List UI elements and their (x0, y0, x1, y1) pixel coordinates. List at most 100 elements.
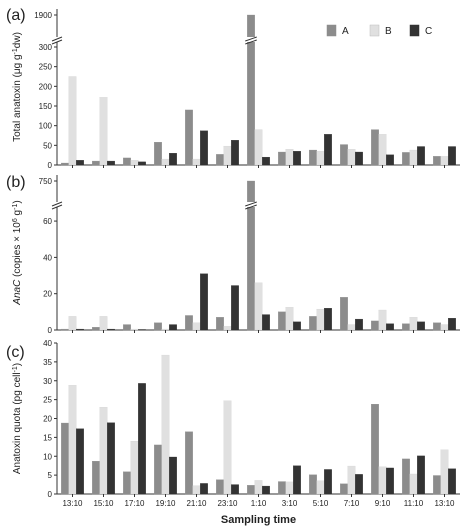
bar-B-0 (68, 316, 77, 331)
x-tick-label: 11:10 (404, 499, 424, 508)
bar-B-7 (285, 307, 294, 331)
panel-label: (c) (6, 344, 25, 361)
bar-B-8 (316, 480, 325, 495)
panel-label: (b) (6, 174, 26, 191)
bar-A-9 (340, 483, 348, 495)
bar-C-9 (355, 151, 363, 166)
bar-A-11 (402, 152, 410, 166)
bar-A-12 (433, 156, 441, 166)
bar-C-5 (231, 484, 239, 495)
bar-A-0 (61, 422, 69, 495)
bar-B-4 (192, 485, 201, 495)
bar-C-3 (169, 456, 177, 495)
bar-B-10 (378, 309, 387, 331)
bar-C-11 (417, 146, 425, 166)
bar-C-8 (324, 134, 332, 166)
y-tick-label: 25 (43, 396, 52, 405)
bar-A-12 (433, 475, 441, 495)
bar-A-8 (309, 316, 317, 331)
x-tick-label: 5:10 (313, 499, 329, 508)
bar-B-5 (223, 326, 232, 331)
bar-C-3 (169, 153, 177, 166)
bar-C-7 (293, 151, 301, 166)
bar-C-11 (417, 455, 425, 495)
legend-label-A: A (342, 26, 349, 37)
y-tick-label: 50 (43, 141, 52, 150)
bar-C-4 (200, 273, 208, 331)
y-tick-label: 100 (39, 122, 53, 131)
y-tick-label: 60 (43, 217, 52, 226)
bar-C-4 (200, 130, 208, 166)
bar-B-1 (99, 97, 108, 166)
y-axis-label: Total anatoxin (μg g-1dw) (12, 32, 24, 142)
bar-B-9 (347, 465, 356, 495)
y-label-sup: -1 (12, 48, 19, 54)
bar-B-2 (130, 440, 139, 495)
bar-B-11 (409, 317, 418, 331)
bar-B-4 (192, 158, 201, 166)
y-tick-label: 40 (43, 253, 52, 262)
y-label-text: dw) (12, 32, 23, 48)
x-tick-label: 9:10 (375, 499, 391, 508)
x-tick-label: 15:10 (93, 499, 114, 508)
bar-C-2 (138, 383, 146, 495)
legend-swatch-B (369, 24, 380, 37)
bar-B-1 (99, 407, 108, 495)
y-label-text: g (12, 210, 23, 218)
y-tick-label-high: 750 (39, 177, 53, 186)
panel-label: (a) (6, 7, 26, 24)
bar-A-7 (278, 151, 286, 166)
x-tick-label: 1:10 (251, 499, 267, 508)
bar-B-6 (254, 480, 263, 495)
x-tick-label: 13:10 (62, 499, 83, 508)
bar-C-12 (448, 146, 456, 166)
legend-label-B: B (385, 26, 392, 37)
bar-B-8 (316, 308, 325, 331)
bar-break-mark (245, 201, 257, 207)
bar-A-9 (340, 297, 348, 331)
bar-A-5 (216, 479, 224, 495)
bar-C-6 (262, 485, 270, 495)
y-tick-label: 0 (48, 161, 53, 170)
x-tick-label: 17:10 (124, 499, 145, 508)
bar-C-12 (448, 318, 456, 331)
bar-A-10 (371, 129, 379, 166)
bar-B-0 (68, 76, 77, 166)
bar-B-5 (223, 400, 232, 495)
bar-A-10 (371, 320, 379, 331)
bar-A-3 (154, 322, 162, 331)
bar-C-1 (107, 422, 115, 495)
bar-A-11 (402, 323, 410, 331)
bar-A-6 (247, 180, 255, 331)
bar-B-3 (161, 328, 170, 331)
legend-swatch-C (409, 24, 420, 37)
x-tick-label: 23:10 (217, 499, 238, 508)
bar-B-11 (409, 149, 418, 166)
y-label-sup: -1 (12, 366, 19, 372)
y-label-text: Total anatoxin (μg g (12, 54, 23, 141)
bar-A-4 (185, 315, 193, 331)
bar-C-0 (76, 428, 84, 495)
y-label-gene: AnaC (12, 279, 23, 306)
bar-C-0 (76, 160, 84, 166)
y-axis-label: Anatoxin quota (pg cell-1) (12, 363, 24, 474)
bar-B-4 (192, 322, 201, 331)
bar-A-0 (61, 328, 69, 331)
panel-b: 0 20 40 60 750 (b) AnaC (copies × 106 g-1) (6, 174, 460, 335)
bar-C-0 (76, 328, 84, 331)
y-label-text: ) (12, 200, 23, 203)
bar-B-9 (347, 324, 356, 331)
legend: A B C (326, 24, 432, 37)
y-tick-label: 250 (39, 63, 53, 72)
bar-B-12 (440, 449, 449, 495)
bar-A-0 (61, 162, 69, 166)
bar-break-mark (245, 36, 257, 42)
bar-A-1 (92, 461, 100, 495)
bar-A-5 (216, 317, 224, 331)
bar-B-10 (378, 134, 387, 166)
bar-C-6 (262, 156, 270, 166)
bar-A-2 (123, 471, 131, 495)
axis-break-mark (51, 36, 63, 42)
bar-B-12 (440, 324, 449, 331)
bar-A-11 (402, 458, 410, 495)
